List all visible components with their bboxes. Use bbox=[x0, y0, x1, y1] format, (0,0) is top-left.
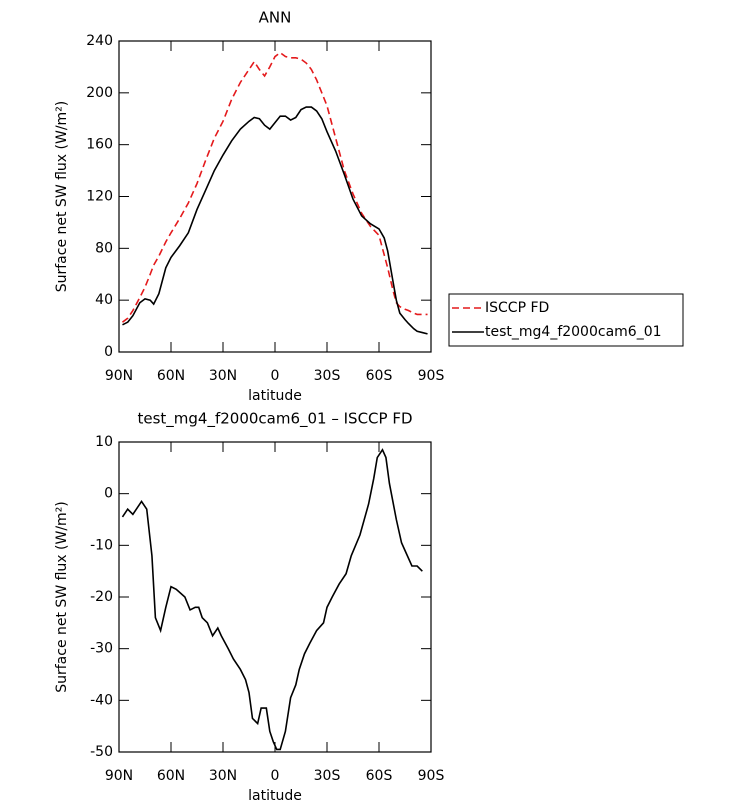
y-tick-label: 240 bbox=[86, 33, 113, 49]
x-axis-label: latitude bbox=[248, 788, 302, 804]
data-line bbox=[121, 51, 428, 323]
y-axis-label: Surface net SW flux (W/m²) bbox=[54, 101, 70, 293]
y-tick-label: -50 bbox=[90, 744, 113, 760]
x-tick-label: 0 bbox=[271, 768, 280, 784]
legend-box bbox=[448, 293, 684, 347]
x-tick-label: 90N bbox=[105, 768, 133, 784]
plot-frame bbox=[118, 40, 432, 353]
y-tick-label: -20 bbox=[90, 589, 113, 605]
x-tick-label: 60N bbox=[157, 768, 185, 784]
y-tick-label: -30 bbox=[90, 641, 113, 657]
x-tick-label: 30N bbox=[209, 768, 237, 784]
plot-frame bbox=[118, 441, 432, 753]
x-tick-label: 60S bbox=[366, 368, 393, 384]
chart-title: ANN bbox=[259, 9, 292, 27]
y-tick-label: 0 bbox=[104, 486, 113, 502]
legend-label: test_mg4_f2000cam6_01 bbox=[485, 324, 662, 340]
x-tick-label: 30N bbox=[209, 368, 237, 384]
y-tick-label: 10 bbox=[95, 434, 113, 450]
x-tick-label: 0 bbox=[271, 368, 280, 384]
y-axis-label: Surface net SW flux (W/m²) bbox=[54, 501, 70, 693]
y-tick-label: 200 bbox=[86, 85, 113, 101]
x-tick-label: 90S bbox=[418, 368, 445, 384]
y-tick-label: -40 bbox=[90, 692, 113, 708]
y-tick-label: 40 bbox=[95, 292, 113, 308]
x-tick-label: 30S bbox=[314, 368, 341, 384]
x-axis-label: latitude bbox=[248, 388, 302, 404]
x-tick-label: 30S bbox=[314, 768, 341, 784]
x-tick-label: 90S bbox=[418, 768, 445, 784]
y-tick-label: 0 bbox=[104, 344, 113, 360]
y-tick-label: 80 bbox=[95, 240, 113, 256]
data-line bbox=[121, 448, 423, 751]
y-tick-label: 120 bbox=[86, 189, 113, 205]
x-tick-label: 60S bbox=[366, 768, 393, 784]
chart-title: test_mg4_f2000cam6_01 – ISCCP FD bbox=[137, 410, 412, 429]
data-line bbox=[122, 106, 428, 335]
x-tick-label: 60N bbox=[157, 368, 185, 384]
legend-label: ISCCP FD bbox=[485, 300, 549, 316]
y-tick-label: -10 bbox=[90, 537, 113, 553]
x-tick-label: 90N bbox=[105, 368, 133, 384]
y-tick-label: 160 bbox=[86, 137, 113, 153]
